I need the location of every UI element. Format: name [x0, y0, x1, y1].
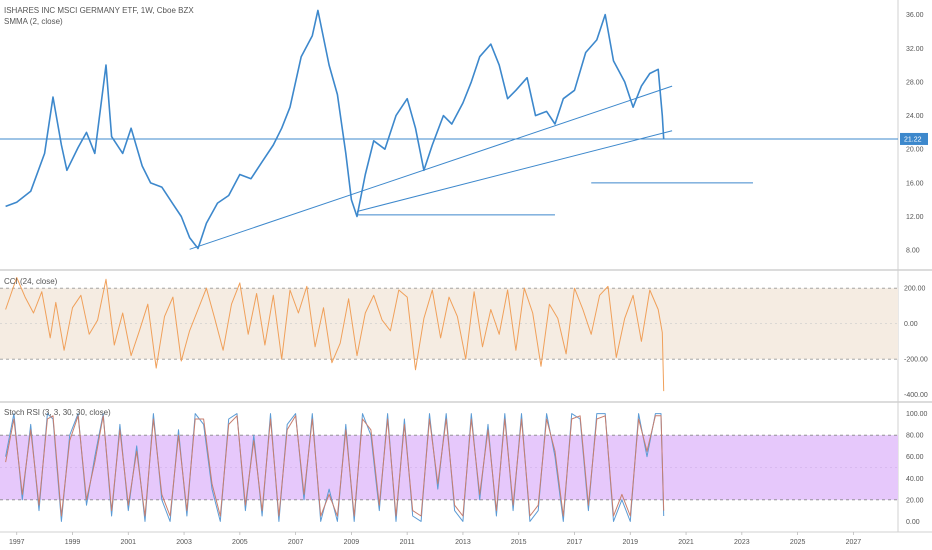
time-tick-label: 2007 [288, 539, 304, 546]
price-tick-label: 32.00 [906, 46, 924, 53]
time-tick-label: 2001 [120, 539, 136, 546]
time-tick-label: 2017 [567, 539, 583, 546]
time-tick-label: 2013 [455, 539, 471, 546]
price-line [5, 9, 665, 250]
price-tick-label: 28.00 [906, 79, 924, 86]
stoch-rsi-label: Stoch RSI (3, 3, 30, 30, close) [4, 408, 111, 417]
time-tick-label: 2023 [734, 539, 750, 546]
time-tick-label: 1997 [9, 539, 25, 546]
time-tick-label: 1999 [65, 539, 81, 546]
time-tick-label: 2005 [232, 539, 248, 546]
time-tick-label: 2009 [344, 539, 360, 546]
time-tick-label: 2025 [790, 539, 806, 546]
indicator-label: SMMA (2, close) [4, 17, 63, 26]
time-tick-label: 2019 [622, 539, 638, 546]
time-tick-label: 2003 [176, 539, 192, 546]
time-tick-label: 2015 [511, 539, 527, 546]
trend-line [189, 85, 673, 250]
price-tick-label: 20.00 [906, 147, 924, 154]
cci-tick-label: -400.00 [904, 392, 928, 399]
stoch-d-line [5, 415, 665, 517]
cci-tick-label: 0.00 [904, 321, 918, 328]
price-tick-label: 36.00 [906, 12, 924, 19]
stoch-tick-label: 40.00 [906, 476, 924, 483]
cci-tick-label: 200.00 [904, 286, 926, 293]
time-tick-label: 2011 [400, 539, 415, 546]
stoch-tick-label: 60.00 [906, 454, 924, 461]
stoch-tick-label: 80.00 [906, 433, 924, 440]
time-tick-label: 2021 [678, 539, 694, 546]
trend-line [356, 130, 673, 212]
cci-label: CCI (24, close) [4, 277, 58, 286]
last-price-tag [900, 132, 928, 145]
price-tick-label: 24.00 [906, 113, 924, 120]
stoch-tick-label: 100.00 [906, 411, 928, 418]
price-tick-label: 8.00 [906, 248, 920, 255]
time-tick-label: 2027 [846, 539, 862, 546]
cci-tick-label: -200.00 [904, 357, 928, 364]
last-price-value: 21.22 [904, 136, 922, 143]
price-tick-label: 16.00 [906, 180, 924, 187]
chart-title: ISHARES INC MSCI GERMANY ETF, 1W, Cboe B… [4, 6, 194, 15]
price-tick-label: 12.00 [906, 214, 924, 221]
stoch-tick-label: 0.00 [906, 519, 920, 526]
cci-band [0, 288, 898, 360]
stoch-tick-label: 20.00 [906, 497, 924, 504]
cci-line [5, 277, 665, 392]
